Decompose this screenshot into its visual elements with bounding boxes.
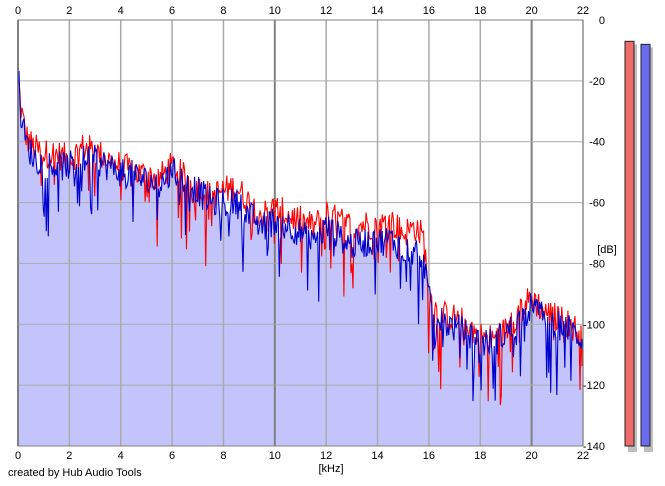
x-tick-label: 20: [526, 450, 538, 462]
left-channel-trace: [17, 70, 584, 406]
x-tick-label-top: 14: [371, 5, 383, 17]
x-tick-label: 14: [371, 450, 383, 462]
x-tick-label-top: 22: [577, 5, 589, 17]
y-tick-label: -60: [589, 198, 605, 210]
x-tick-label-top: 6: [169, 5, 175, 17]
x-tick-label-top: 18: [474, 5, 486, 17]
x-tick-label-top: 0: [15, 5, 21, 17]
x-tick-label: 10: [269, 450, 281, 462]
y-tick-label: -100: [583, 319, 605, 331]
y-tick-label: -120: [583, 380, 605, 392]
x-axis-label: [kHz]: [318, 463, 343, 475]
x-tick-label: 6: [169, 450, 175, 462]
x-tick-label-top: 10: [269, 5, 281, 17]
y-tick-label: -140: [583, 441, 605, 453]
x-tick-label-top: 2: [66, 5, 72, 17]
y-tick-label: -40: [589, 137, 605, 149]
x-tick-label-top: 8: [220, 5, 226, 17]
x-tick-label: 2: [66, 450, 72, 462]
x-tick-label-top: 12: [320, 5, 332, 17]
x-tick-label: 12: [320, 450, 332, 462]
y-tick-label: -20: [589, 76, 605, 88]
x-tick-label: 18: [474, 450, 486, 462]
y-tick-label: 0: [599, 15, 605, 27]
x-tick-label: 22: [577, 450, 589, 462]
x-tick-label: 4: [118, 450, 124, 462]
right-channel-trace: [17, 71, 584, 402]
x-tick-label: 8: [220, 450, 226, 462]
y-tick-label: -80: [589, 258, 605, 270]
left-level-meter: [624, 40, 635, 447]
y-axis-label: [dB]: [597, 244, 617, 256]
x-tick-label: 0: [15, 450, 21, 462]
right-level-meter: [640, 43, 651, 447]
credit-text: created by Hub Audio Tools: [8, 467, 142, 479]
x-tick-label: 16: [423, 450, 435, 462]
x-tick-label-top: 20: [526, 5, 538, 17]
x-tick-label-top: 4: [118, 5, 124, 17]
plot-frame: [17, 19, 584, 447]
x-tick-label-top: 16: [423, 5, 435, 17]
